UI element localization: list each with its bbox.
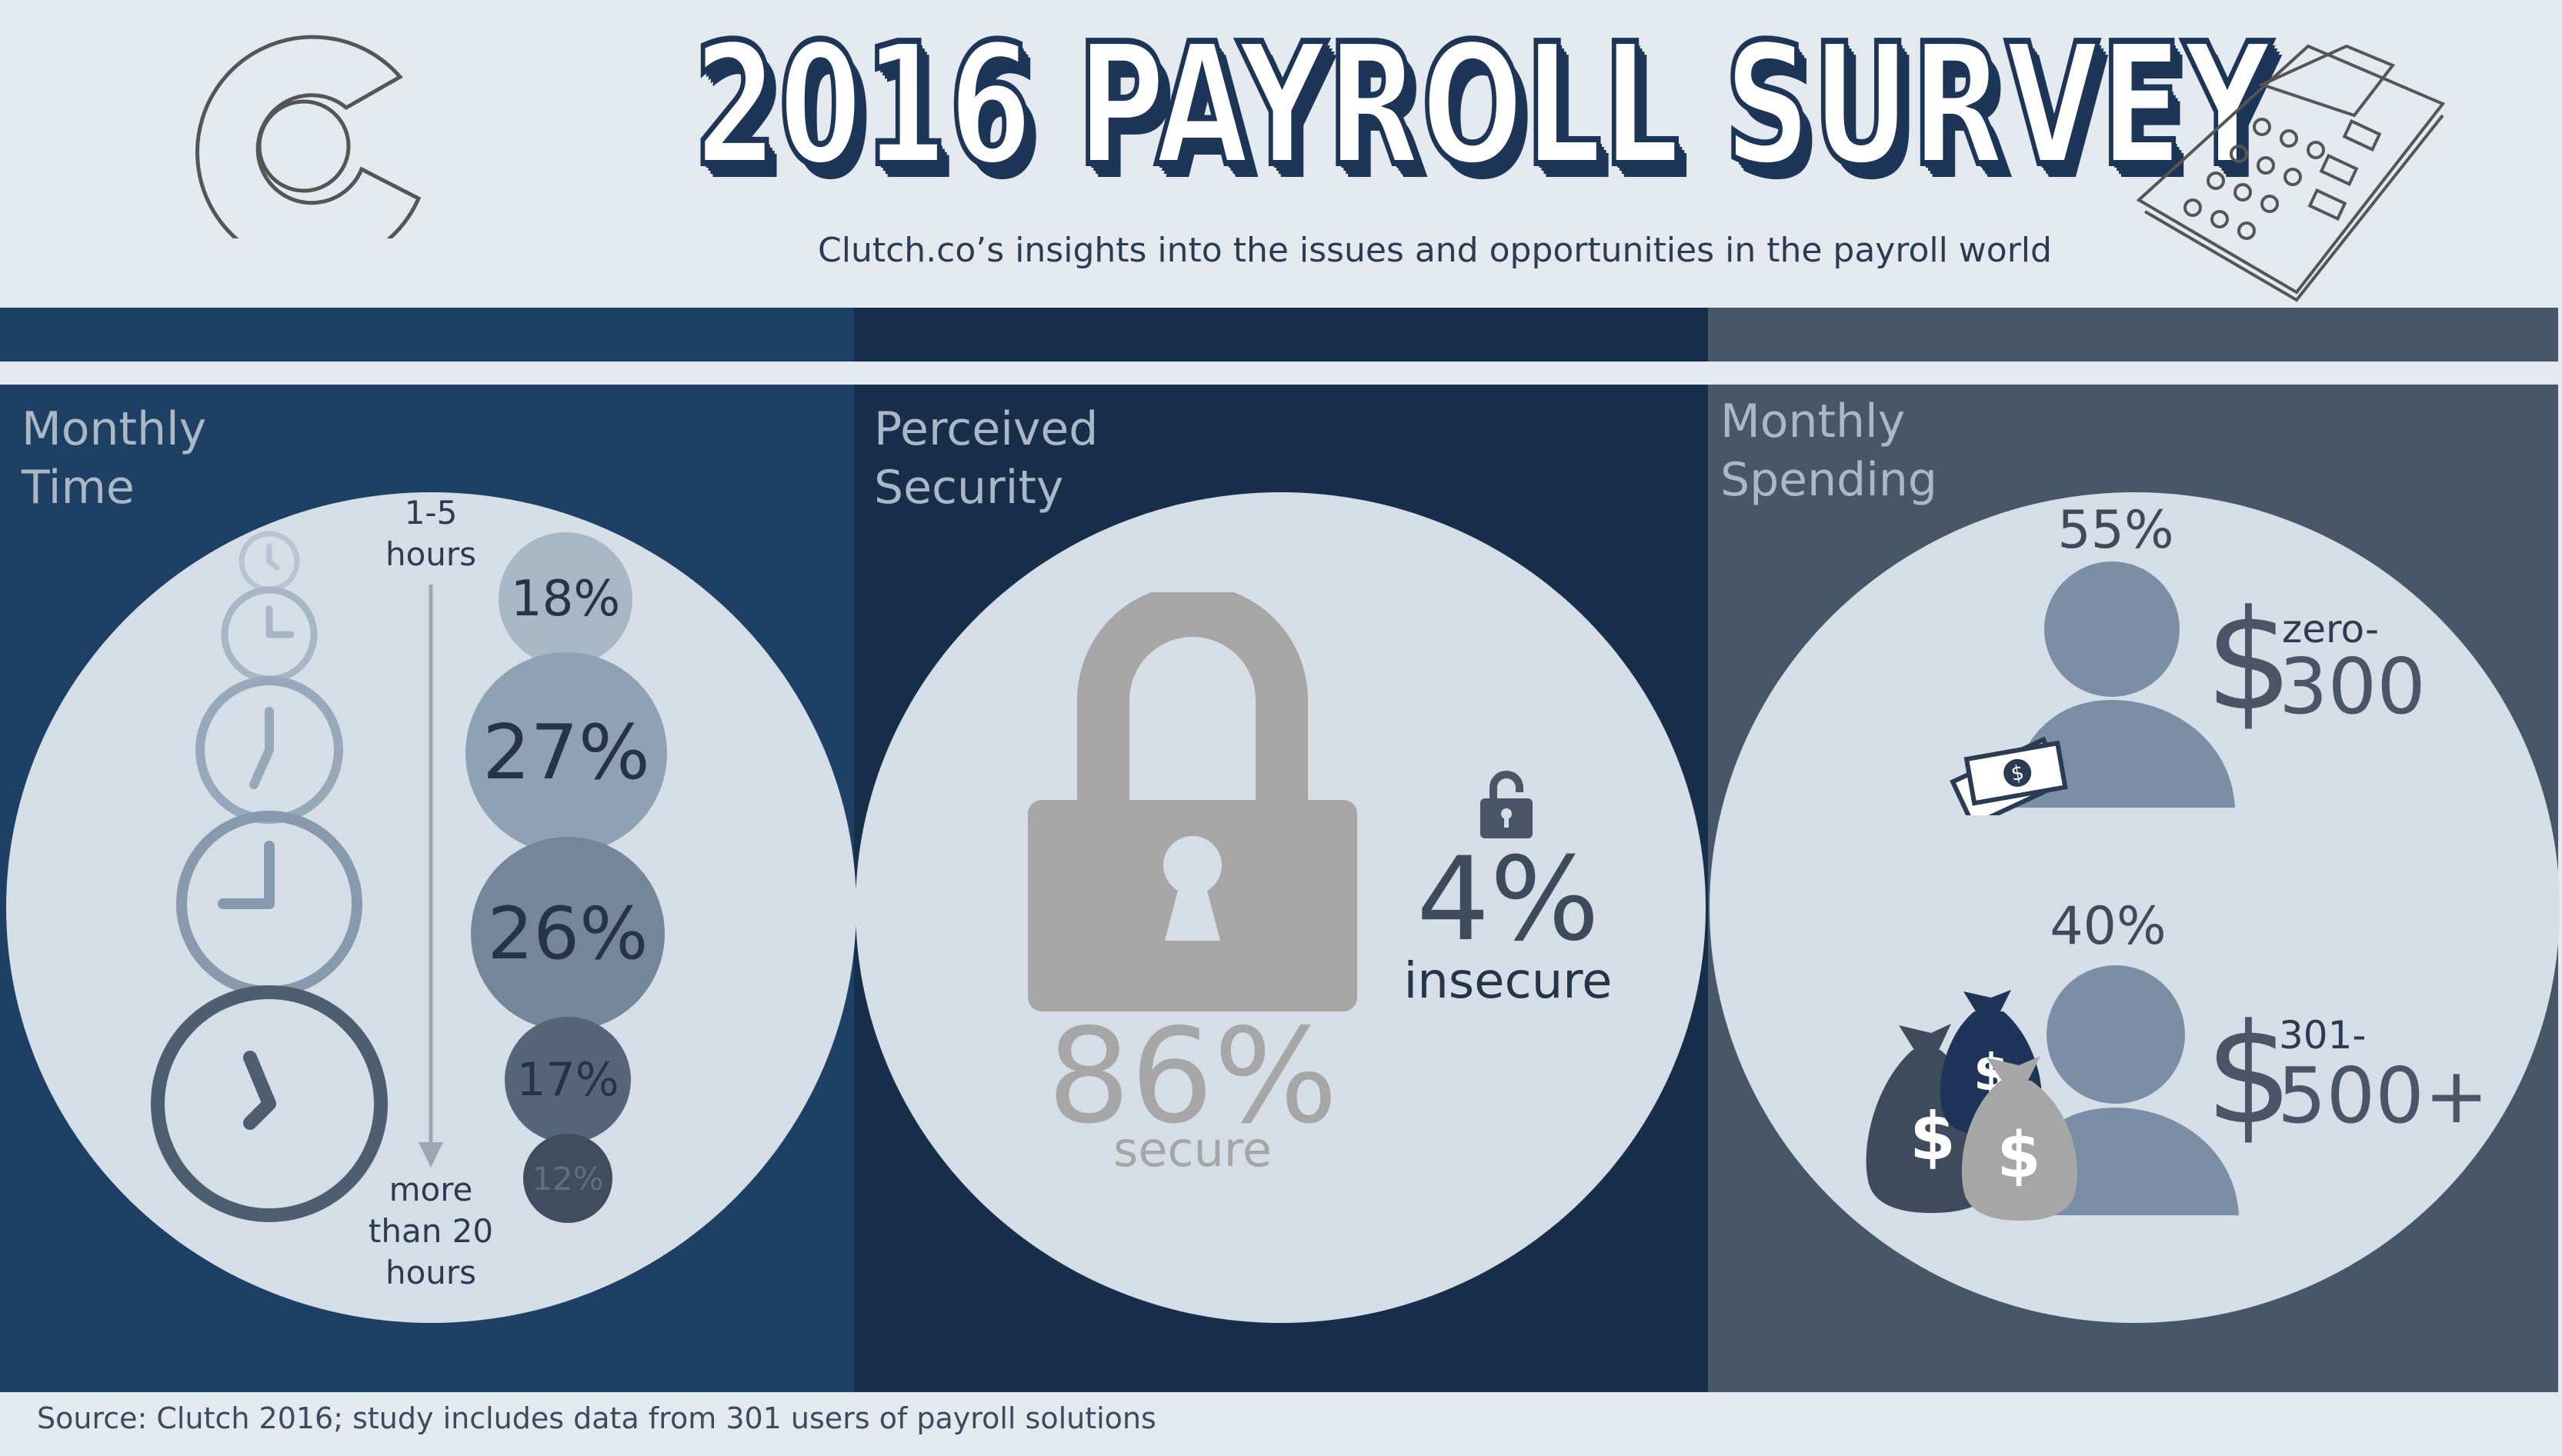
clocks-illustration	[151, 531, 388, 1222]
tier1-dollar-sign: $	[2205, 581, 2293, 741]
bubble-time-4: 17%	[505, 1017, 631, 1143]
band-spending	[1708, 308, 2558, 362]
subtitle: Clutch.co’s insights into the issues and…	[818, 231, 2052, 270]
bubble-time-5: 12%	[523, 1134, 612, 1223]
svg-text:$: $	[1997, 1119, 2040, 1192]
range-top-label: 1-5 hours	[385, 494, 477, 573]
tier2-range-top: 301-	[2279, 1013, 2367, 1058]
bubble-time-3: 26%	[471, 837, 665, 1031]
section-label-security: Perceived Security	[874, 402, 1099, 515]
insecure-percent: 4%	[1416, 833, 1600, 967]
clock-icon	[221, 586, 318, 683]
clock-icon	[176, 811, 362, 997]
range-arrow	[419, 585, 443, 1168]
source-footer: Source: Clutch 2016; study includes data…	[37, 1401, 1156, 1435]
section-label-spending: Monthly Spending	[1720, 395, 1937, 507]
tier1-range-bottom: 300	[2279, 641, 2426, 731]
clock-icon	[195, 676, 343, 824]
calculator-icon	[2136, 44, 2446, 302]
bubble-time-2: 27%	[465, 652, 667, 854]
svg-text:$: $	[2010, 761, 2027, 786]
tier1-range-top: zero-	[2282, 607, 2380, 651]
tier1-percent: 55%	[2057, 500, 2174, 561]
band-security	[854, 308, 1708, 362]
money-bags-icon: $ $ $	[1866, 990, 2077, 1221]
range-bottom-label: more than 20 hours	[368, 1171, 494, 1291]
unlocked-lock-icon	[1480, 771, 1533, 838]
insecure-label: insecure	[1403, 953, 1613, 1010]
cash-icon: $ $	[1950, 736, 2068, 815]
page-title: 2016 PAYROLL SURVEY	[691, 5, 2273, 206]
tier2-dollar-sign: $	[2205, 995, 2293, 1155]
clock-icon	[151, 985, 388, 1222]
clock-icon	[239, 531, 300, 592]
lock-icon	[1028, 592, 1357, 1011]
tier2-range-bottom: 500+	[2277, 1051, 2489, 1141]
secure-percent: 86%	[1047, 1001, 1338, 1153]
bubble-time-1: 18%	[499, 532, 632, 666]
clutch-c-logo-icon	[195, 35, 422, 238]
tier2-percent: 40%	[2050, 896, 2167, 957]
section-label-time: Monthly Time	[22, 402, 207, 515]
secure-label: secure	[1113, 1121, 1273, 1178]
band-time	[0, 308, 854, 362]
